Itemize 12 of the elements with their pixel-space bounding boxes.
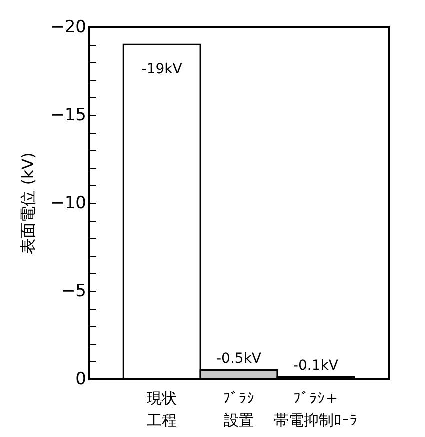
y-tick-label: −5 — [61, 282, 86, 302]
y-tick-label: −20 — [50, 18, 86, 38]
y-axis-title: 表面電位 (kV) — [18, 152, 38, 254]
y-tick-label: −15 — [50, 106, 86, 126]
data-label: -0.5kV — [216, 351, 262, 368]
x-tick-label: 現状工程 — [147, 390, 178, 430]
x-tick-label: ﾌﾞﾗｼ設置 — [223, 390, 255, 430]
y-tick-label: −10 — [50, 194, 86, 214]
x-tick-label: ﾌﾞﾗｼ+帯電抑制ﾛｰﾗ — [274, 390, 358, 430]
data-label: -0.1kV — [293, 358, 339, 374]
data-label: -19kV — [142, 62, 183, 78]
y-tick-label: 0 — [76, 370, 86, 390]
